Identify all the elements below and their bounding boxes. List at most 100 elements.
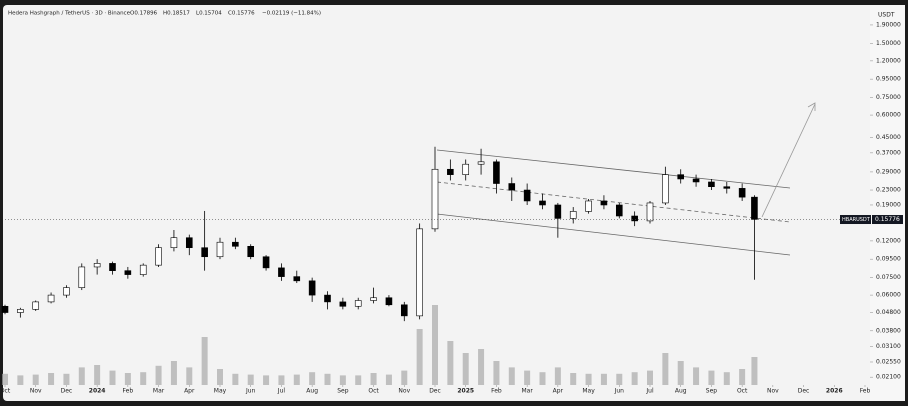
volume-bar <box>631 372 638 385</box>
x-tick-label: 2024 <box>89 388 106 395</box>
volume-bar <box>370 373 377 385</box>
candle-body <box>662 174 669 204</box>
y-tick-label: 0.23000 <box>876 187 901 194</box>
candle-body <box>751 196 758 220</box>
y-tick-label: 0.12000 <box>876 237 901 244</box>
candle-body <box>600 200 608 206</box>
y-tick-label: 0.45000 <box>876 134 901 141</box>
candle-body <box>400 304 408 317</box>
volume-bar <box>508 367 515 385</box>
volume-bar <box>385 374 392 385</box>
volume-bar <box>78 367 85 385</box>
candle-body <box>185 237 193 249</box>
volume-bar <box>693 367 700 385</box>
candle-body <box>308 280 316 296</box>
candle-body <box>201 247 208 258</box>
x-tick-label: Nov <box>30 388 42 395</box>
projection-arrow <box>761 103 816 218</box>
volume-bar <box>278 375 285 385</box>
volume-bar <box>186 367 193 385</box>
volume-bar <box>355 375 362 385</box>
candle-body <box>569 211 577 219</box>
y-tick-label: 0.29000 <box>876 168 901 175</box>
x-tick-label: May <box>214 388 227 395</box>
candle-body <box>17 309 24 313</box>
x-tick-label: Oct <box>0 388 11 395</box>
arrow-head <box>807 102 816 111</box>
chart-background <box>3 5 905 401</box>
x-tick-label: Feb <box>123 388 134 395</box>
candle-body <box>646 202 654 222</box>
candle-body <box>293 276 301 282</box>
price-box <box>872 215 903 225</box>
volume-bar <box>739 369 746 385</box>
volume-bar <box>647 370 653 385</box>
y-tick-label: 0.19000 <box>876 201 901 208</box>
candle-body <box>1 305 9 313</box>
x-tick-label: Apr <box>553 388 564 395</box>
volume-bar <box>751 357 758 385</box>
ohlc-close: C0.15776 <box>228 11 255 17</box>
candle-body <box>170 237 178 249</box>
x-tick-label: Oct <box>368 388 379 395</box>
candle-body <box>585 200 592 212</box>
x-tick-label: Oct <box>737 388 748 395</box>
candle-body <box>539 200 546 206</box>
x-tick-label: Mar <box>153 388 165 395</box>
volume-bar <box>478 349 485 385</box>
channel-upper <box>436 149 791 189</box>
y-tick-label: 1.20000 <box>876 57 901 64</box>
currency-label: USDT <box>878 12 895 19</box>
candle-body <box>339 301 347 307</box>
volume-bar <box>324 373 331 385</box>
candle-body <box>631 215 638 222</box>
volume-bar <box>124 373 131 385</box>
volume-bar <box>263 375 270 385</box>
candle-body <box>447 168 454 175</box>
candle-body <box>247 245 255 258</box>
volume-bar <box>170 361 177 385</box>
candle-body <box>523 189 531 202</box>
x-tick-label: May <box>582 388 595 395</box>
ohlc-high: H0.18517 <box>163 11 190 17</box>
x-tick-label: Dec <box>61 388 73 395</box>
volume-bar <box>600 373 607 385</box>
candle-body <box>615 204 623 217</box>
volume-bar <box>201 337 208 385</box>
volume-bar <box>585 373 592 385</box>
volume-bar <box>539 372 546 385</box>
candle-body <box>431 168 439 230</box>
drawings <box>436 102 816 256</box>
x-tick-label: Dec <box>798 388 810 395</box>
candle-body <box>554 204 562 219</box>
x-tick-label: Mar <box>521 388 533 395</box>
candle-body <box>63 287 70 296</box>
volume-bar <box>2 373 8 385</box>
volume-bar <box>570 373 577 385</box>
candle-body <box>477 161 485 165</box>
volume-bar <box>447 341 454 385</box>
y-tick-label: 1.50000 <box>876 40 901 47</box>
x-tick-label: Nov <box>767 388 779 395</box>
volume-bar <box>708 370 715 385</box>
volume-bar <box>723 372 730 385</box>
candle-body <box>324 294 331 303</box>
volume-bar <box>217 369 223 385</box>
candle-body <box>262 256 270 269</box>
volume-bar <box>309 372 316 385</box>
candle-body <box>93 263 101 268</box>
y-tick-label: 0.37000 <box>876 149 901 156</box>
symbol-label: HBARUSDT <box>842 217 871 223</box>
x-tick-label: Jul <box>277 388 286 395</box>
ohlc-change: −0.02119 (−11.84%) <box>262 11 321 17</box>
volume-bar <box>232 373 239 385</box>
price-axis <box>870 5 905 401</box>
volume-bar <box>493 361 500 385</box>
candle-body <box>278 267 285 277</box>
volume-bar <box>94 365 101 385</box>
volume-bar <box>432 305 438 385</box>
symbol-title: Hedera Hashgraph / TetherUS · 3D · Binan… <box>8 11 131 17</box>
volume-bar <box>155 365 162 385</box>
candle-body <box>692 178 700 183</box>
y-tick-label: 1.90000 <box>876 21 901 28</box>
